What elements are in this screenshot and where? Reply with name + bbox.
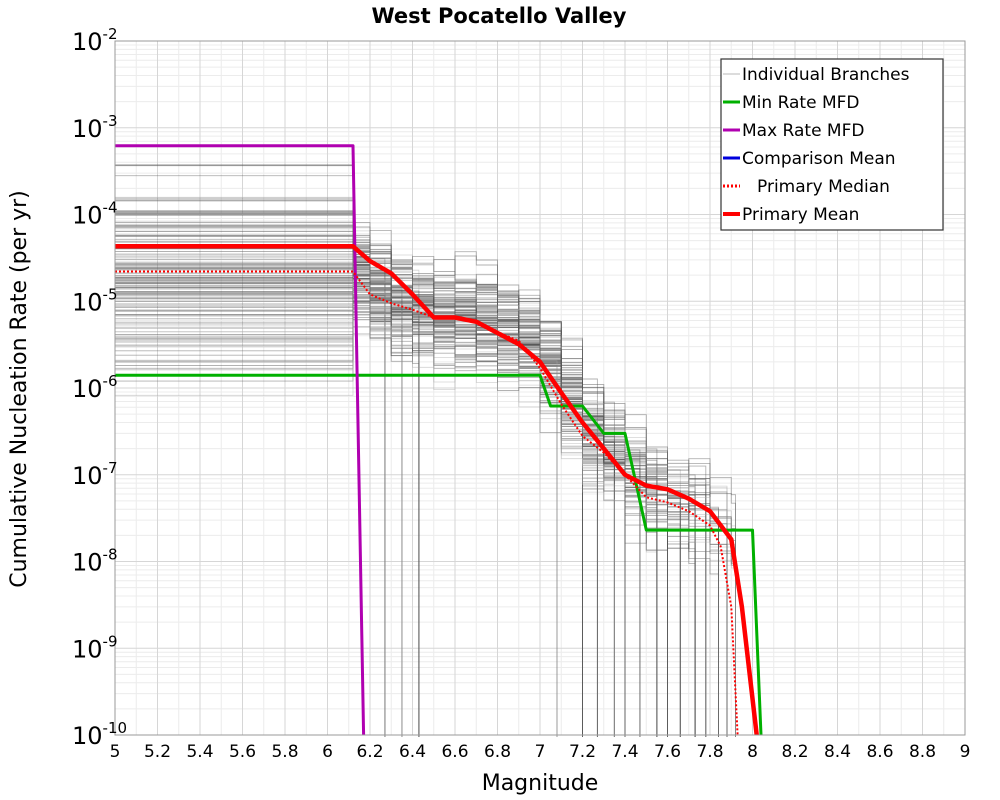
y-tick-label: 10-4: [72, 199, 118, 230]
x-tick-label: 5.6: [229, 742, 256, 762]
plot-frame: [114, 40, 966, 736]
series-primary-median: [115, 270, 739, 736]
y-tick-label: 10-5: [72, 285, 118, 316]
legend-label: Min Rate MFD: [742, 93, 860, 113]
x-tick-label: 8: [747, 742, 758, 762]
x-tick-label: 7: [535, 742, 546, 762]
series-lines: [115, 144, 763, 736]
series-primary-mean: [115, 244, 759, 736]
x-tick-label: 7.2: [569, 742, 596, 762]
legend-label: Primary Mean: [742, 205, 859, 225]
x-tick-label: 6.8: [484, 742, 511, 762]
x-tick-label: 8.6: [866, 742, 893, 762]
y-tick-label: 10-8: [72, 546, 118, 577]
legend: Individual Branches Min Rate MFD Max Rate …: [720, 58, 944, 231]
x-tick-label: 7.6: [654, 742, 681, 762]
series-min-rate-mfd: [115, 373, 763, 736]
branch-line: [115, 164, 668, 737]
legend-box: [720, 58, 944, 231]
y-tick-labels: 10-10 10-9 10-8 10-7 10-6 10-5 10-4 10-3 10-2: [72, 25, 127, 750]
legend-label: Max Rate MFD: [742, 121, 864, 141]
x-tick-label: 9: [960, 742, 971, 762]
chart-title: West Pocatello Valley: [372, 4, 627, 28]
x-tick-label: 6.6: [441, 742, 468, 762]
y-tick-label: 10-9: [72, 632, 118, 663]
branch-line: [115, 289, 626, 737]
branch-line: [115, 299, 598, 737]
y-tick-label: 10-2: [72, 25, 118, 56]
x-axis-title: Magnitude: [482, 771, 599, 796]
y-tick-label: 10-7: [72, 459, 118, 490]
x-tick-label: 5.8: [271, 742, 298, 762]
branch-line: [115, 222, 420, 737]
branch-line: [115, 294, 598, 737]
x-tick-label: 7.8: [696, 742, 723, 762]
legend-label: Primary Median: [757, 177, 890, 197]
x-tick-label: 5: [110, 742, 121, 762]
x-tick-label: 6: [322, 742, 333, 762]
x-tick-label: 8.4: [824, 742, 851, 762]
x-tick-label: 5.4: [186, 742, 213, 762]
branch-line: [115, 286, 583, 737]
x-tick-label: 6.4: [399, 742, 426, 762]
y-tick-label: 10-10: [72, 719, 127, 750]
branch-line: [115, 230, 583, 737]
legend-label: Comparison Mean: [742, 149, 896, 169]
x-tick-label: 7.4: [611, 742, 638, 762]
x-tick-label: 6.2: [356, 742, 383, 762]
y-tick-label: 10-3: [72, 112, 118, 143]
y-tick-label: 10-6: [72, 372, 118, 403]
legend-label: Individual Branches: [742, 65, 910, 85]
x-tick-label: 5.2: [144, 742, 171, 762]
x-tick-label: 8.8: [909, 742, 936, 762]
branch-line: [115, 267, 626, 737]
series-max-rate-mfd: [115, 144, 366, 736]
x-tick-label: 8.2: [781, 742, 808, 762]
individual-branches: [115, 164, 736, 737]
branch-line: [115, 211, 583, 737]
branch-line: [115, 305, 583, 737]
branch-line: [115, 292, 615, 737]
x-tick-labels: 5 5.2 5.4 5.6 5.8 6 6.2 6.4 6.6 6.8 7 7.2 7.4 7.6 7.8 8…: [110, 742, 971, 762]
y-axis-title: Cumulative Nucleation Rate (per yr): [7, 190, 32, 588]
